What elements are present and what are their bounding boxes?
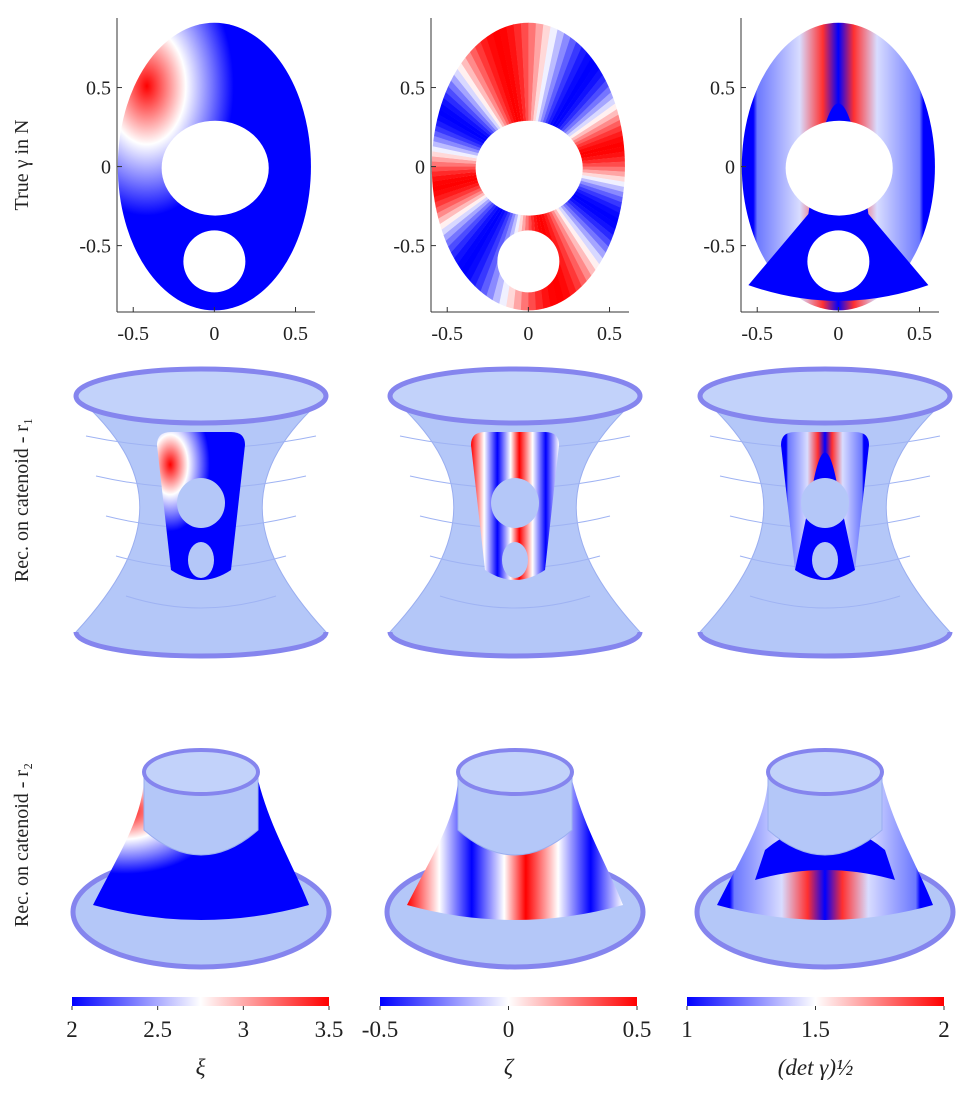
- patch-hole: [812, 542, 838, 578]
- x-tick-label: -0.5: [117, 323, 149, 345]
- x-tick-label: 0.5: [597, 323, 622, 345]
- patch-hole: [502, 542, 528, 578]
- rim: [768, 750, 882, 794]
- y-tick-label: 0: [101, 157, 111, 179]
- patch-hole: [188, 542, 214, 578]
- rim: [458, 750, 572, 794]
- hole: [183, 230, 245, 292]
- y-tick-label: 0.5: [400, 78, 425, 100]
- x-tick-label: 0: [523, 323, 533, 345]
- hole: [807, 230, 869, 292]
- hole: [497, 230, 559, 292]
- x-tick-label: 0.5: [283, 323, 308, 345]
- colorbar: [72, 997, 329, 1006]
- colorbar-tick-label: -0.5: [362, 1017, 398, 1042]
- y-tick-label: 0: [415, 157, 425, 179]
- hole: [162, 121, 269, 216]
- x-tick-label: 0.5: [907, 323, 932, 345]
- colorbar-label: ξ: [196, 1055, 206, 1080]
- x-tick-label: -0.5: [431, 323, 463, 345]
- patch-hole: [801, 478, 849, 528]
- patch-hole: [177, 478, 225, 528]
- colorbar-tick-label: 1.5: [801, 1017, 830, 1042]
- x-tick-label: 0: [833, 323, 843, 345]
- patch-hole: [491, 478, 539, 528]
- figure: True γ in N Rec. on catenoid - r₁ Rec. o…: [0, 0, 956, 1088]
- colorbar-tick-label: 2.5: [143, 1017, 172, 1042]
- y-tick-label: 0: [725, 157, 735, 179]
- rim: [700, 369, 950, 423]
- colorbar-tick-label: 1: [681, 1017, 693, 1042]
- colorbar-label: ζ: [504, 1055, 515, 1080]
- colorbar-tick-label: 3: [238, 1017, 250, 1042]
- colorbar-tick-label: 3.5: [315, 1017, 344, 1042]
- y-tick-label: -0.5: [703, 236, 735, 258]
- row-label: True γ in N: [11, 120, 33, 211]
- colorbar-tick-label: 2: [66, 1017, 78, 1042]
- colorbar-tick-label: 2: [938, 1017, 950, 1042]
- hole: [476, 121, 583, 216]
- x-tick-label: -0.5: [741, 323, 773, 345]
- x-tick-label: 0: [209, 323, 219, 345]
- row-label: Rec. on catenoid - r₂: [11, 763, 33, 927]
- colorbar: [687, 997, 944, 1006]
- colorbar-label: (det γ)½: [778, 1055, 853, 1080]
- colorbar-tick-label: 0: [503, 1017, 515, 1042]
- rim: [390, 369, 640, 423]
- y-tick-label: 0.5: [710, 78, 735, 100]
- rim: [76, 369, 326, 423]
- y-tick-label: -0.5: [79, 236, 111, 258]
- rim: [144, 750, 258, 794]
- colorbar-tick-label: 0.5: [623, 1017, 652, 1042]
- y-tick-label: -0.5: [393, 236, 425, 258]
- row-label: Rec. on catenoid - r₁: [11, 418, 33, 582]
- hole: [786, 121, 893, 216]
- colorbar: [380, 997, 637, 1006]
- y-tick-label: 0.5: [86, 78, 111, 100]
